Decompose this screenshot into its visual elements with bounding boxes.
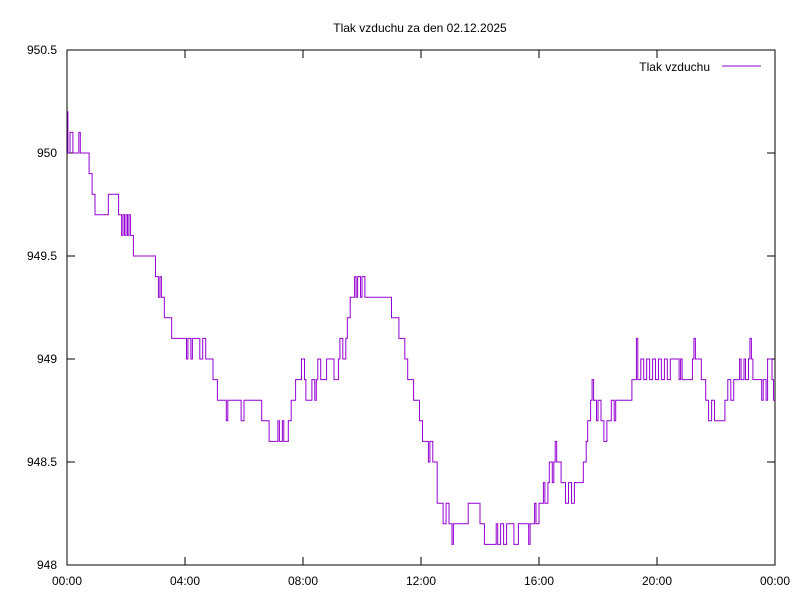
y-tick-label: 949.5 bbox=[27, 249, 57, 263]
axis-tick-labels: 00:00 04:00 08:00 12:00 16:00 20:00 00:00 948 94… bbox=[27, 43, 790, 588]
axis-ticks bbox=[66, 49, 776, 566]
x-tick-label: 04:00 bbox=[170, 574, 200, 588]
legend: Tlak vzduchu bbox=[639, 60, 761, 74]
series-line-tlak-vzduchu bbox=[67, 111, 775, 545]
plot-frame bbox=[66, 49, 776, 566]
x-tick-label: 16:00 bbox=[524, 574, 554, 588]
x-tick-label: 00:00 bbox=[760, 574, 790, 588]
x-tick-label: 00:00 bbox=[52, 574, 82, 588]
legend-label: Tlak vzduchu bbox=[639, 60, 710, 74]
y-tick-label: 950 bbox=[37, 146, 57, 160]
x-tick-label: 20:00 bbox=[642, 574, 672, 588]
y-tick-label: 950.5 bbox=[27, 43, 57, 57]
chart-title: Tlak vzduchu za den 02.12.2025 bbox=[333, 21, 507, 35]
y-tick-label: 948.5 bbox=[27, 455, 57, 469]
x-tick-label: 08:00 bbox=[288, 574, 318, 588]
y-tick-label: 949 bbox=[37, 352, 57, 366]
y-tick-label: 948 bbox=[37, 558, 57, 572]
x-tick-label: 12:00 bbox=[406, 574, 436, 588]
